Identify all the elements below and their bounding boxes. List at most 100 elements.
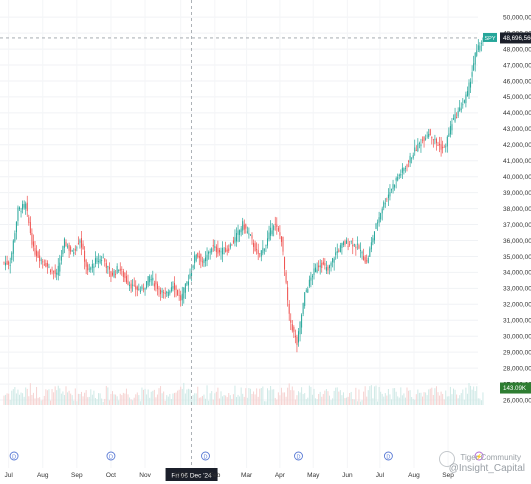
y-tick-label: 42,000,000 — [503, 142, 531, 149]
dividend-markers[interactable]: D D D D D ⚡ — [9, 451, 484, 461]
volume-bar — [226, 397, 228, 405]
candle-body — [191, 271, 193, 277]
candle-body — [332, 258, 334, 263]
volume-bar — [101, 398, 103, 405]
volume-bar — [32, 392, 34, 405]
candle-body — [342, 241, 344, 246]
candle-body — [48, 266, 50, 268]
candle-body — [301, 314, 303, 328]
candle-body — [465, 94, 467, 104]
candle-body — [152, 277, 154, 281]
candle-body — [76, 247, 78, 249]
volume-bar — [280, 387, 282, 405]
y-tick-label: 43,000,000 — [503, 126, 531, 133]
candle-body — [110, 271, 112, 277]
volume-bar — [195, 393, 197, 405]
volume-bar — [68, 390, 70, 405]
candle-body — [257, 250, 259, 254]
volume-bar — [94, 397, 96, 405]
volume-bar — [28, 396, 30, 405]
volume-bar — [149, 397, 151, 405]
x-tick-label: Apr — [275, 472, 286, 479]
candle-body — [270, 227, 272, 236]
candle-body — [119, 268, 121, 271]
candle-body — [127, 280, 129, 285]
volume-bar — [329, 395, 330, 405]
candle-body — [476, 50, 478, 56]
candle-body — [451, 124, 453, 131]
lightning-marker-icon[interactable] — [474, 451, 484, 461]
volume-bar — [270, 386, 272, 405]
candle-body — [313, 268, 315, 276]
volume-bar — [130, 399, 132, 405]
y-tick-label: 37,000,000 — [503, 222, 531, 229]
volume-bar — [293, 390, 295, 405]
volume-bar — [104, 398, 106, 405]
candle-body — [11, 252, 13, 260]
candle-body — [384, 203, 386, 205]
candle-body — [477, 45, 479, 50]
dividend-marker-icon[interactable] — [294, 451, 303, 461]
candle-body — [130, 283, 132, 289]
volume-bar — [62, 391, 64, 405]
candle-body — [305, 290, 307, 292]
volume-bar — [460, 393, 462, 405]
candle-body — [387, 194, 389, 199]
candle-body — [310, 277, 312, 281]
volume-bar — [479, 398, 481, 405]
dividend-marker-icon[interactable] — [383, 451, 393, 461]
volume-bar — [321, 396, 323, 405]
volume-bar — [440, 391, 442, 405]
candle-body — [259, 253, 261, 255]
dividend-marker-icon[interactable] — [9, 451, 19, 461]
volume-bar — [90, 389, 92, 405]
candle-body — [373, 231, 375, 241]
candle-body — [46, 262, 48, 267]
volume-bar — [304, 393, 306, 405]
volume-bar — [133, 397, 135, 405]
candle-body — [417, 143, 419, 152]
volume-bar — [431, 387, 433, 405]
volume-bar — [14, 387, 16, 405]
volume-bar — [232, 394, 234, 405]
dividend-marker-icon[interactable] — [201, 451, 210, 461]
candle-body — [167, 292, 169, 297]
candle-body — [56, 272, 58, 275]
candle-body — [161, 290, 163, 293]
volume-bar — [144, 388, 146, 405]
candle-body — [242, 221, 244, 231]
volume-bar — [105, 385, 107, 405]
candle-body — [453, 118, 454, 120]
dividend-marker-icon[interactable] — [106, 451, 116, 461]
volume-bar — [355, 387, 357, 405]
volume-bar — [308, 385, 310, 405]
ticker-tag-label: SPY — [484, 36, 495, 42]
lightning-glyph: ⚡ — [476, 453, 483, 460]
volume-bar — [473, 386, 475, 405]
y-tick-label: 40,000,000 — [503, 174, 531, 181]
candle-body — [23, 203, 25, 208]
volume-bar — [277, 392, 279, 405]
candle-body — [144, 287, 146, 290]
volume-bar — [19, 394, 20, 405]
candle-body — [222, 247, 224, 255]
candle-body — [22, 204, 24, 210]
volume-bar — [108, 400, 110, 405]
candle-body — [237, 230, 239, 235]
volume-bar — [43, 395, 45, 405]
volume-bar — [139, 401, 141, 405]
volume-bar — [53, 392, 55, 405]
volume-bar — [214, 393, 216, 405]
candle-body — [394, 185, 396, 188]
candle-body — [228, 248, 230, 252]
volume-bar — [223, 395, 225, 405]
candle-body — [122, 270, 124, 278]
candle-body — [391, 189, 392, 191]
candle-body — [276, 224, 278, 228]
candle-body — [153, 283, 155, 287]
volume-bar — [164, 400, 166, 405]
candle-body — [6, 261, 8, 265]
candle-body — [335, 252, 337, 256]
candle-body — [415, 149, 417, 151]
